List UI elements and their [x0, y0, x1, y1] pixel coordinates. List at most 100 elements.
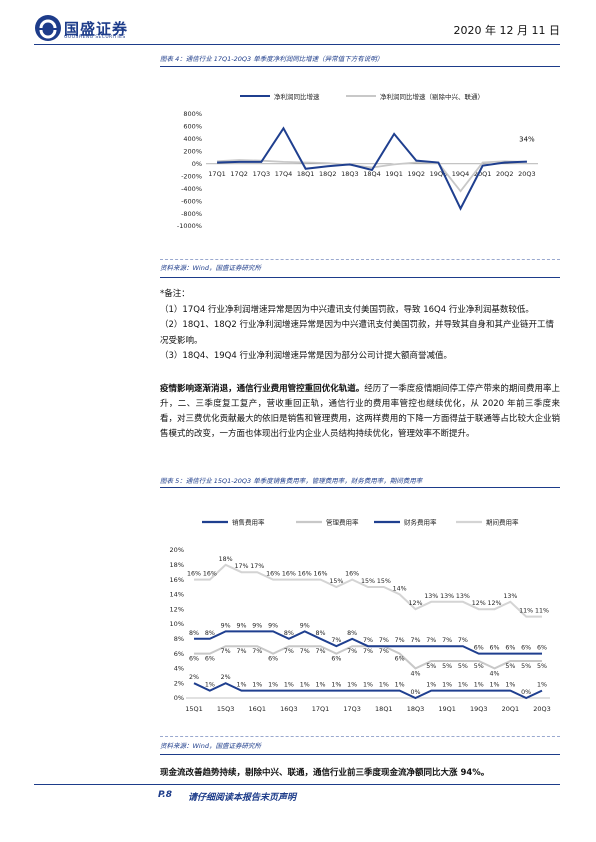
data-label: 9%	[236, 622, 246, 629]
paragraph-expense-control-body: 经历了一季度疫情期间停工停产带来的期间费用率上升，二、三季度复工复产，营收重回正…	[160, 384, 560, 439]
data-label: 4%	[410, 670, 420, 677]
series-line-3	[193, 682, 543, 700]
data-label: 1%	[442, 682, 452, 689]
y-tick-label: 18%	[170, 561, 184, 569]
data-label: 1%	[236, 682, 246, 689]
data-label: 1%	[537, 682, 547, 689]
notes-block: *备注： （1）17Q4 行业净利润增速异常是因为中兴遭讯支付美国罚款，导致 1…	[160, 287, 560, 365]
legend-label-1: 净利润同比增速	[274, 92, 320, 101]
data-label: 5%	[505, 663, 515, 670]
legend-label-1: 销售费用率	[232, 518, 265, 527]
x-tick-label: 15Q1	[185, 705, 203, 713]
x-tick-label: 17Q2	[230, 170, 248, 178]
series-line-4	[194, 563, 542, 618]
y-tick-label: 16%	[170, 576, 184, 584]
company-logo	[34, 14, 146, 44]
data-label: 18%	[219, 556, 233, 563]
figure4-bottom-rule	[160, 259, 560, 260]
x-tick-label: 17Q1	[312, 705, 330, 713]
data-label: 15%	[377, 578, 391, 585]
data-label: 13%	[440, 593, 454, 600]
footer-divider	[34, 784, 560, 785]
data-label: 7%	[300, 648, 310, 655]
data-label: 2%	[221, 674, 231, 681]
note-item-2: （2）18Q1、18Q2 行业净利润增速异常是因为中兴遭讯支付美国罚款，并导致其…	[160, 320, 554, 346]
y-tick-label: 10%	[170, 620, 184, 628]
y-tick-label: -600%	[181, 197, 202, 205]
figure4-title: 图表 4：通信行业 17Q1-20Q3 单季度净利润同比增速（异常值下方有说明）	[160, 55, 384, 63]
y-tick-label: 4%	[174, 665, 184, 673]
y-tick-label: 12%	[170, 605, 184, 613]
data-label: 6%	[395, 656, 405, 663]
data-label: 11%	[535, 608, 549, 615]
logo-text: 国盛证券	[64, 20, 129, 38]
data-label: 1%	[300, 682, 310, 689]
header-divider	[34, 44, 560, 45]
data-label: 7%	[221, 648, 231, 655]
data-label: 7%	[379, 637, 389, 644]
data-label: 16%	[314, 571, 328, 578]
series-line-2	[217, 159, 527, 193]
data-label: 1%	[379, 682, 389, 689]
data-label: 5%	[537, 663, 547, 670]
y-tick-label: 600%	[183, 123, 202, 131]
notes-heading: *备注：	[160, 289, 190, 299]
data-label: 16%	[203, 571, 217, 578]
y-tick-label: 800%	[183, 110, 202, 118]
report-date: 2020 年 12 月 11 日	[453, 24, 560, 37]
data-label: 13%	[456, 593, 470, 600]
data-label: 1%	[284, 682, 294, 689]
data-label: 7%	[252, 648, 262, 655]
x-tick-label: 17Q3	[253, 170, 271, 178]
y-tick-label: -400%	[181, 185, 202, 193]
data-label: 15%	[361, 578, 375, 585]
x-tick-label: 20Q3	[533, 705, 551, 713]
data-label: 17%	[250, 563, 264, 570]
data-label: 6%	[521, 645, 531, 652]
data-label: 12%	[408, 600, 422, 607]
annotation-label: 34%	[519, 136, 535, 144]
logo-mark-icon	[35, 15, 61, 41]
y-tick-label: 20%	[170, 546, 184, 554]
data-label: 6%	[474, 645, 484, 652]
logo-subtext: GUOSHENG SECURITIES	[64, 35, 126, 40]
x-tick-label: 19Q1	[438, 705, 456, 713]
data-label: 6%	[505, 645, 515, 652]
y-tick-label: -200%	[181, 172, 202, 180]
data-label: 7%	[236, 648, 246, 655]
y-tick-label: -1000%	[177, 222, 202, 230]
note-item-1: （1）17Q4 行业净利润增速异常是因为中兴遭讯支付美国罚款，导致 16Q4 行…	[160, 304, 534, 315]
x-tick-label: 18Q3	[407, 705, 425, 713]
data-label: 1%	[363, 682, 373, 689]
data-label: 7%	[363, 648, 373, 655]
x-tick-label: 20Q3	[518, 170, 536, 178]
x-tick-label: 16Q3	[280, 705, 298, 713]
figure5-title: 图表 5：通信行业 15Q1-20Q3 单季度销售费用率，管理费用率，财务费用率…	[160, 477, 423, 485]
data-label: 7%	[395, 637, 405, 644]
x-tick-label: 18Q1	[297, 170, 315, 178]
data-label: 14%	[393, 585, 407, 592]
x-tick-label: 19Q1	[385, 170, 403, 178]
figure5-source: 资料来源：Wind，国盛证券研究所	[160, 742, 261, 750]
data-label: 7%	[426, 637, 436, 644]
data-label: 6%	[189, 656, 199, 663]
x-tick-label: 16Q1	[249, 705, 267, 713]
data-label: 1%	[458, 682, 468, 689]
x-tick-label: 18Q3	[341, 170, 359, 178]
data-label: 17%	[234, 563, 248, 570]
paragraph-expense-control-lead: 疫情影响逐渐消退，通信行业费用管控重回优化轨道。	[160, 384, 365, 394]
y-tick-label: 2%	[174, 679, 184, 687]
data-label: 7%	[363, 637, 373, 644]
figure5-top-rule	[160, 487, 560, 488]
y-tick-label: 200%	[183, 148, 202, 156]
data-label: 16%	[345, 571, 359, 578]
data-label: 9%	[268, 622, 278, 629]
data-label: 1%	[395, 682, 405, 689]
data-label: 8%	[205, 630, 215, 637]
legend-label-4: 期间费用率	[486, 518, 519, 527]
figure4-chart: 净利润同比增速 净利润同比增速（剔除中兴、联通） 800% 600% 400% 200% 0…	[177, 92, 538, 230]
data-label: 16%	[266, 571, 280, 578]
data-label: 8%	[284, 630, 294, 637]
data-label: 8%	[316, 630, 326, 637]
data-label: 1%	[331, 682, 341, 689]
